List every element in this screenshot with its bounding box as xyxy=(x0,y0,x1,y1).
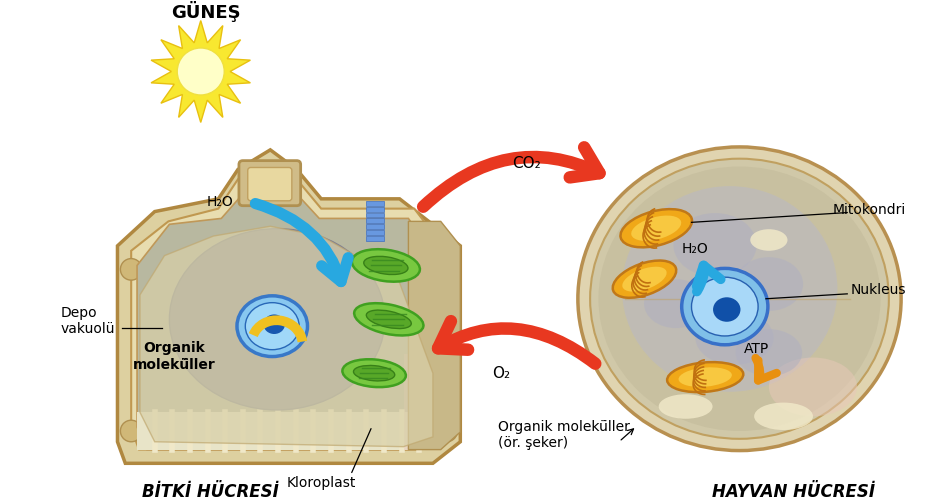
Ellipse shape xyxy=(591,159,889,439)
Ellipse shape xyxy=(364,257,408,275)
Text: Depo
vakuolü: Depo vakuolü xyxy=(61,306,115,336)
Ellipse shape xyxy=(750,230,787,251)
Polygon shape xyxy=(118,151,460,463)
Polygon shape xyxy=(137,412,440,450)
Ellipse shape xyxy=(342,360,406,387)
Ellipse shape xyxy=(436,259,457,281)
Polygon shape xyxy=(408,222,460,450)
Ellipse shape xyxy=(245,303,300,350)
Ellipse shape xyxy=(598,167,881,431)
Ellipse shape xyxy=(578,148,902,451)
Ellipse shape xyxy=(436,420,457,442)
FancyBboxPatch shape xyxy=(248,168,292,201)
Text: CO₂: CO₂ xyxy=(513,156,541,171)
Text: ATP: ATP xyxy=(744,341,768,355)
Bar xyxy=(366,231,384,235)
Bar xyxy=(366,201,384,206)
Ellipse shape xyxy=(366,311,411,329)
Ellipse shape xyxy=(691,278,758,336)
Text: Organik
molekü̈ller: Organik molekü̈ller xyxy=(133,341,216,371)
Text: Mitokondri: Mitokondri xyxy=(833,202,906,216)
Polygon shape xyxy=(137,180,440,450)
Text: GÜNEŞ: GÜNEŞ xyxy=(171,2,241,22)
Text: BİTKİ HÜCRESİ: BİTKİ HÜCRESİ xyxy=(142,482,279,499)
Ellipse shape xyxy=(679,368,732,387)
Ellipse shape xyxy=(668,362,744,392)
Ellipse shape xyxy=(673,213,757,277)
Ellipse shape xyxy=(622,187,838,392)
FancyArrowPatch shape xyxy=(438,322,595,364)
Ellipse shape xyxy=(237,296,307,357)
Text: HAYVAN HÜCRESİ: HAYVAN HÜCRESİ xyxy=(712,482,875,499)
FancyArrowPatch shape xyxy=(697,266,721,292)
Ellipse shape xyxy=(644,280,708,329)
FancyArrowPatch shape xyxy=(423,148,599,207)
FancyBboxPatch shape xyxy=(239,161,301,206)
Ellipse shape xyxy=(735,330,803,376)
Ellipse shape xyxy=(768,358,857,416)
Bar xyxy=(366,225,384,230)
Polygon shape xyxy=(131,162,447,450)
Text: O₂: O₂ xyxy=(492,365,510,380)
Ellipse shape xyxy=(354,366,395,381)
Text: H₂O: H₂O xyxy=(207,194,234,208)
Ellipse shape xyxy=(631,216,681,241)
Text: Kloroplast: Kloroplast xyxy=(286,475,356,489)
Polygon shape xyxy=(403,354,440,450)
Text: Nukleus: Nukleus xyxy=(850,283,906,297)
Ellipse shape xyxy=(734,258,804,312)
Text: Organik molekü̈ller
(ör. şeker): Organik molekü̈ller (ör. şeker) xyxy=(497,419,630,449)
Ellipse shape xyxy=(754,403,813,430)
Ellipse shape xyxy=(612,261,676,298)
Bar xyxy=(366,236,384,241)
Ellipse shape xyxy=(620,210,692,248)
Ellipse shape xyxy=(177,49,224,96)
Ellipse shape xyxy=(169,229,385,410)
Text: H₂O: H₂O xyxy=(682,241,708,256)
FancyArrowPatch shape xyxy=(255,204,348,282)
Ellipse shape xyxy=(263,315,285,334)
Ellipse shape xyxy=(121,420,142,442)
Ellipse shape xyxy=(713,298,741,322)
Polygon shape xyxy=(140,227,433,447)
FancyArrowPatch shape xyxy=(755,358,777,381)
Ellipse shape xyxy=(682,269,767,345)
Ellipse shape xyxy=(622,267,667,292)
Bar xyxy=(366,219,384,224)
Ellipse shape xyxy=(121,259,142,281)
Ellipse shape xyxy=(352,249,420,282)
Ellipse shape xyxy=(659,394,712,419)
Bar xyxy=(366,207,384,212)
Ellipse shape xyxy=(354,304,423,336)
Bar xyxy=(366,213,384,218)
Polygon shape xyxy=(151,22,250,123)
Ellipse shape xyxy=(695,312,774,365)
